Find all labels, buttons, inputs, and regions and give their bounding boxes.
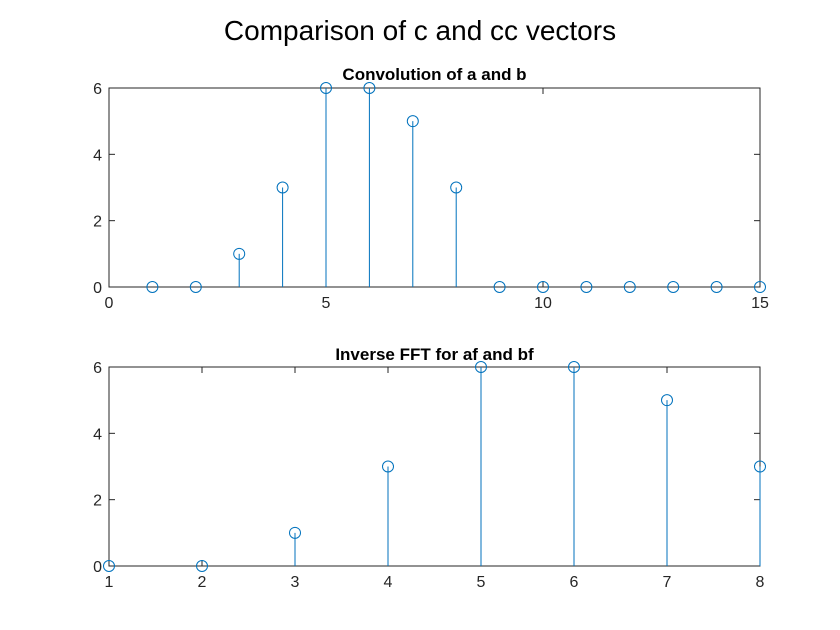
y-tick-label: 4 <box>93 147 102 164</box>
x-tick-label: 5 <box>322 295 331 312</box>
stem-marker <box>475 361 487 373</box>
x-tick-label: 7 <box>663 574 672 591</box>
y-tick-label: 0 <box>93 280 102 297</box>
stem-marker <box>661 394 673 407</box>
stem-marker <box>233 247 246 260</box>
axes-box <box>108 87 761 288</box>
x-tick-label: 6 <box>570 574 579 591</box>
y-tick-label: 6 <box>93 360 102 377</box>
y-tick-label: 2 <box>93 493 102 510</box>
chart-inverse-fft: Inverse FFT for af and bf 1 2 3 4 5 6 7 8 0 2 4 6 <box>93 345 766 591</box>
x-tick-label: 5 <box>477 574 486 591</box>
x-tick-label: 4 <box>384 574 393 591</box>
stem-marker <box>667 281 680 293</box>
x-tick-label: 15 <box>751 295 769 312</box>
stem-marker <box>363 82 376 94</box>
stem-marker <box>406 115 419 128</box>
y-tick-label: 6 <box>93 81 102 98</box>
chart-convolution: Convolution of a and b 0 5 10 15 0 2 4 6 <box>93 65 769 312</box>
x-tick-label: 8 <box>756 574 765 591</box>
stem-marker <box>289 526 301 539</box>
stem-marker <box>382 460 394 473</box>
stem-marker <box>710 281 723 293</box>
chart-title: Convolution of a and b <box>342 65 526 84</box>
stem-marker <box>754 460 766 473</box>
stem-marker <box>537 281 549 293</box>
axes-box <box>108 366 761 567</box>
x-tick-label: 10 <box>534 295 552 312</box>
stem-marker <box>276 181 289 194</box>
chart-title: Inverse FFT for af and bf <box>335 345 534 364</box>
y-tick-label: 0 <box>93 559 102 576</box>
stem-marker <box>196 560 208 572</box>
y-tick-label: 4 <box>93 426 102 443</box>
stem-marker <box>320 82 332 94</box>
stem-marker <box>146 281 159 293</box>
stem-marker <box>103 560 115 572</box>
y-tick-label: 2 <box>93 214 102 231</box>
stem-marker <box>580 281 593 293</box>
figure-title: Comparison of c and cc vectors <box>224 15 616 46</box>
x-tick-label: 0 <box>105 295 114 312</box>
stem-marker <box>568 361 580 373</box>
stem-marker <box>623 281 636 293</box>
stem-marker <box>189 281 202 293</box>
x-tick-label: 1 <box>105 574 114 591</box>
stem-marker <box>450 181 463 194</box>
x-tick-label: 2 <box>198 574 207 591</box>
stem-marker <box>754 281 766 293</box>
x-tick-label: 3 <box>291 574 300 591</box>
stem-marker <box>493 281 506 293</box>
